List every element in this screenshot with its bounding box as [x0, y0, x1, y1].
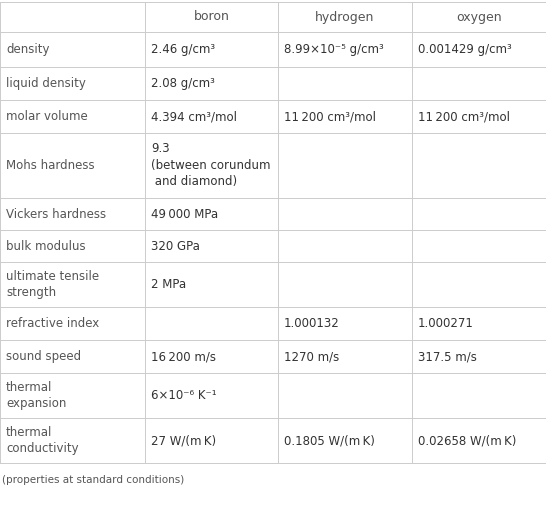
Text: Vickers hardness: Vickers hardness	[6, 207, 106, 220]
Text: 16 200 m/s: 16 200 m/s	[151, 350, 216, 363]
Text: liquid density: liquid density	[6, 77, 86, 90]
Text: 1.000271: 1.000271	[418, 317, 474, 330]
Text: 11 200 cm³/mol: 11 200 cm³/mol	[284, 110, 376, 123]
Text: (properties at standard conditions): (properties at standard conditions)	[2, 475, 184, 485]
Text: 317.5 m/s: 317.5 m/s	[418, 350, 477, 363]
Text: ultimate tensile
strength: ultimate tensile strength	[6, 270, 99, 299]
Text: oxygen: oxygen	[456, 10, 502, 23]
Text: 27 W/(m K): 27 W/(m K)	[151, 434, 216, 447]
Text: sound speed: sound speed	[6, 350, 81, 363]
Text: 0.001429 g/cm³: 0.001429 g/cm³	[418, 43, 512, 56]
Text: 6×10⁻⁶ K⁻¹: 6×10⁻⁶ K⁻¹	[151, 389, 217, 402]
Text: 2 MPa: 2 MPa	[151, 278, 186, 291]
Text: bulk modulus: bulk modulus	[6, 239, 86, 252]
Text: 0.1805 W/(m K): 0.1805 W/(m K)	[284, 434, 375, 447]
Text: density: density	[6, 43, 50, 56]
Text: 11 200 cm³/mol: 11 200 cm³/mol	[418, 110, 510, 123]
Text: thermal
expansion: thermal expansion	[6, 381, 67, 410]
Text: Mohs hardness: Mohs hardness	[6, 159, 94, 172]
Text: boron: boron	[194, 10, 229, 23]
Text: refractive index: refractive index	[6, 317, 99, 330]
Text: thermal
conductivity: thermal conductivity	[6, 426, 79, 455]
Text: 2.46 g/cm³: 2.46 g/cm³	[151, 43, 215, 56]
Text: 49 000 MPa: 49 000 MPa	[151, 207, 218, 220]
Text: 320 GPa: 320 GPa	[151, 239, 200, 252]
Text: molar volume: molar volume	[6, 110, 88, 123]
Text: 8.99×10⁻⁵ g/cm³: 8.99×10⁻⁵ g/cm³	[284, 43, 384, 56]
Text: hydrogen: hydrogen	[315, 10, 375, 23]
Text: 0.02658 W/(m K): 0.02658 W/(m K)	[418, 434, 517, 447]
Text: 4.394 cm³/mol: 4.394 cm³/mol	[151, 110, 237, 123]
Text: 1270 m/s: 1270 m/s	[284, 350, 339, 363]
Text: 1.000132: 1.000132	[284, 317, 340, 330]
Text: 2.08 g/cm³: 2.08 g/cm³	[151, 77, 215, 90]
Text: 9.3
(between corundum
 and diamond): 9.3 (between corundum and diamond)	[151, 143, 270, 189]
